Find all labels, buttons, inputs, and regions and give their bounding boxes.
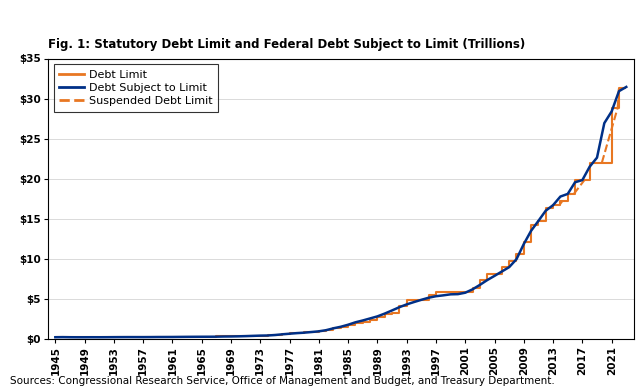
Debt Subject to Limit — [476, 282, 484, 287]
Text: Sources: Congressional Research Service, Office of Management and Budget, and Tr: Sources: Congressional Research Service,… — [10, 376, 554, 386]
Suspended Debt Limit — [558, 199, 566, 204]
Debt Limit — [315, 328, 323, 333]
Debt Subject to Limit — [623, 85, 630, 89]
Debt Limit — [264, 333, 271, 338]
Line: Debt Subject to Limit: Debt Subject to Limit — [55, 87, 627, 337]
Suspended Debt Limit — [556, 203, 563, 207]
Debt Subject to Limit — [285, 332, 293, 336]
Debt Limit — [242, 333, 250, 338]
Line: Debt Limit: Debt Limit — [55, 87, 627, 337]
Debt Limit — [571, 178, 579, 183]
Debt Limit — [51, 335, 59, 339]
Debt Limit — [608, 105, 616, 110]
Text: Fig. 1: Statutory Debt Limit and Federal Debt Subject to Limit (Trillions): Fig. 1: Statutory Debt Limit and Federal… — [48, 38, 525, 51]
Debt Subject to Limit — [51, 335, 59, 340]
Debt Subject to Limit — [212, 334, 220, 339]
Debt Subject to Limit — [293, 331, 301, 335]
Debt Limit — [59, 335, 67, 339]
Debt Subject to Limit — [74, 335, 81, 340]
Debt Limit — [623, 85, 630, 90]
Debt Subject to Limit — [198, 334, 205, 339]
Debt Limit — [183, 335, 191, 339]
Debt Limit — [615, 85, 623, 90]
Line: Suspended Debt Limit: Suspended Debt Limit — [559, 201, 562, 205]
Debt Subject to Limit — [388, 308, 396, 313]
Legend: Debt Limit, Debt Subject to Limit, Suspended Debt Limit: Debt Limit, Debt Subject to Limit, Suspe… — [54, 64, 218, 112]
